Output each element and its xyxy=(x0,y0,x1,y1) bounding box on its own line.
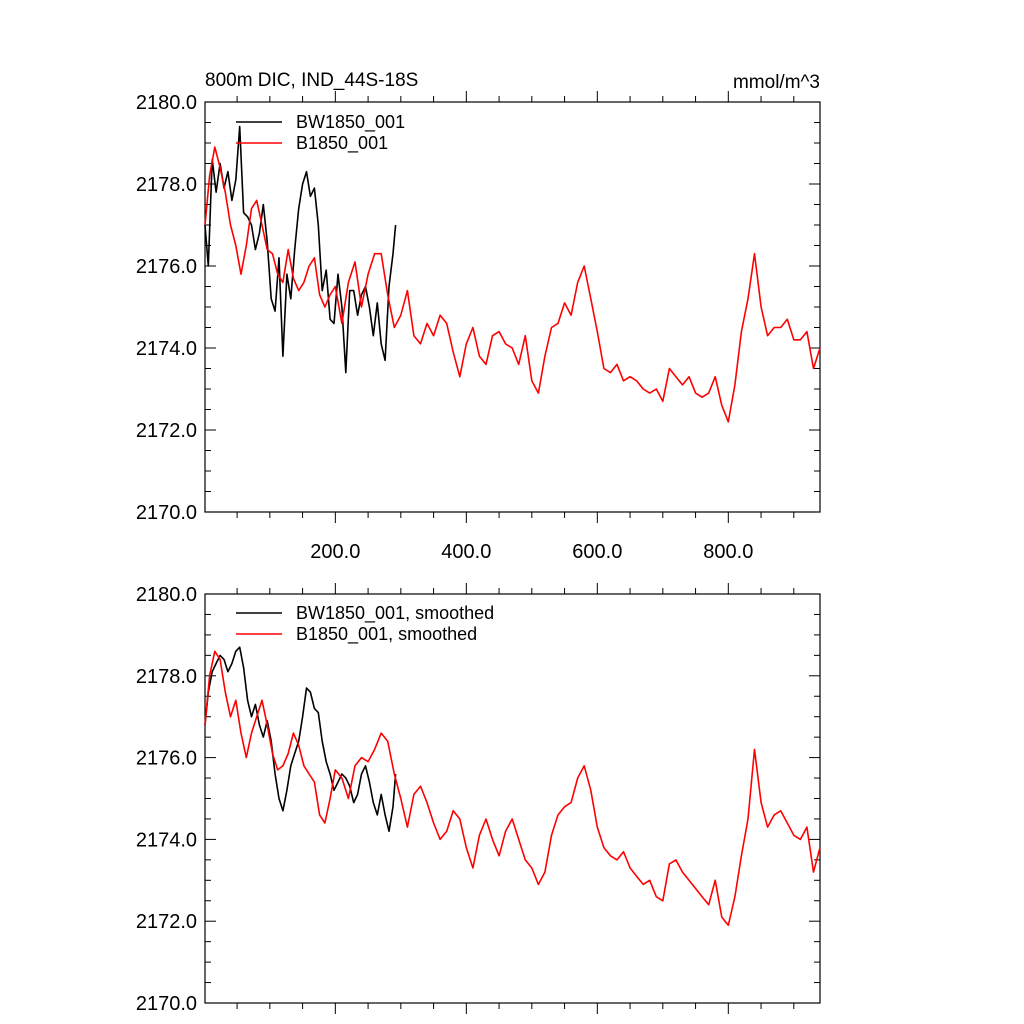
bottom-series-bw1850-001-smoothed xyxy=(204,646,397,833)
top-ytick-label: 2176.0 xyxy=(136,256,197,278)
bottom-legend-label-b1850-smoothed: B1850_001, smoothed xyxy=(296,624,477,645)
top-plot-frame xyxy=(204,101,821,513)
top-xtick-label: 800.0 xyxy=(703,541,753,563)
top-ytick-label: 2180.0 xyxy=(136,92,197,114)
top-plot-area: 2170.0 2172.0 2174.0 2176.0 2178.0 2180.0 200.… xyxy=(136,91,821,563)
top-xtick-label: 200.0 xyxy=(310,541,360,563)
top-ytick-label: 2170.0 xyxy=(136,502,197,524)
top-ytick-label: 2174.0 xyxy=(136,338,197,360)
bottom-ytick-label: 2170.0 xyxy=(136,993,197,1015)
top-series-b1850-001 xyxy=(204,146,821,423)
bottom-ytick-label: 2176.0 xyxy=(136,748,197,770)
top-xtick-label: 600.0 xyxy=(572,541,622,563)
bottom-chart-panel: 2170.0 2172.0 2174.0 2176.0 2178.0 2180.0 BW1… xyxy=(136,583,821,1015)
bottom-ytick-label: 2180.0 xyxy=(136,584,197,606)
top-series-bw1850-001 xyxy=(204,125,397,374)
top-ytick-label: 2178.0 xyxy=(136,174,197,196)
top-xtick-label: 400.0 xyxy=(441,541,491,563)
top-chart-panel: 800m DIC, IND_44S-18S mmol/m^3 2170.0217… xyxy=(136,70,821,563)
top-chart-title: 800m DIC, IND_44S-18S xyxy=(205,70,418,91)
bottom-legend: BW1850_001, smoothed B1850_001, smoothed xyxy=(236,603,494,645)
bottom-ytick-label: 2174.0 xyxy=(136,829,197,851)
top-ytick-label: 2172.0 xyxy=(136,420,197,442)
top-legend-label-bw1850: BW1850_001 xyxy=(296,112,405,133)
bottom-series-b1850-001-smoothed xyxy=(204,650,821,927)
top-legend-label-b1850: B1850_001 xyxy=(296,133,388,154)
bottom-ytick-label: 2178.0 xyxy=(136,666,197,688)
bottom-plot-frame xyxy=(204,593,821,1004)
top-chart-units: mmol/m^3 xyxy=(733,72,820,93)
bottom-ytick-label: 2172.0 xyxy=(136,911,197,933)
top-legend: BW1850_001 B1850_001 xyxy=(236,112,405,154)
bottom-plot-area: 2170.0 2172.0 2174.0 2176.0 2178.0 2180.0 xyxy=(136,583,821,1015)
bottom-legend-label-bw1850-smoothed: BW1850_001, smoothed xyxy=(296,603,494,624)
